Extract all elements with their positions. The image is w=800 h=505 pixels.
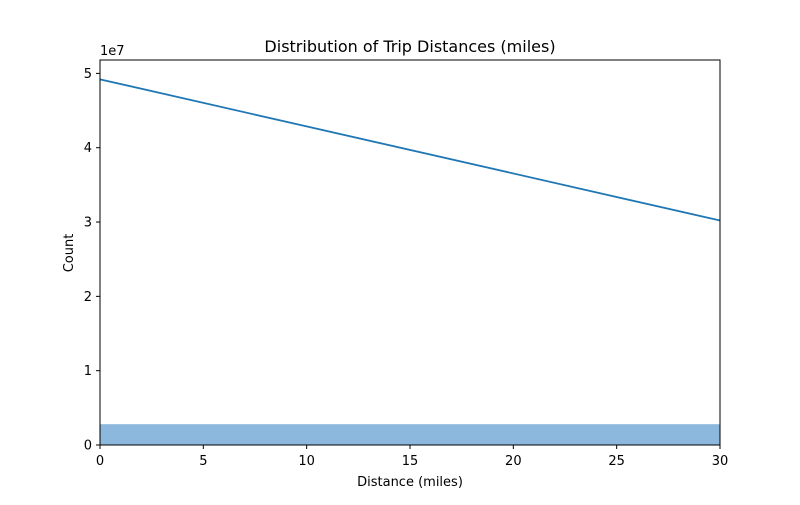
y-tick-label: 5 [84, 67, 92, 82]
y-tick-label: 3 [84, 216, 92, 231]
x-axis-ticks: 0 5 10 15 20 25 30 [96, 445, 728, 469]
plot-frame [99, 59, 721, 446]
x-tick-label: 25 [608, 454, 625, 469]
histogram-bar-0 [100, 424, 720, 445]
y-tick-label: 2 [84, 290, 92, 305]
x-axis-label: Distance (miles) [357, 475, 463, 490]
chart-title: Distribution of Trip Distances (miles) [264, 37, 555, 56]
y-axis-ticks: 0 1 2 3 4 5 [84, 67, 100, 454]
x-tick-label: 10 [298, 454, 315, 469]
x-tick-label: 15 [402, 454, 419, 469]
y-tick-label: 1 [84, 364, 92, 379]
x-tick-label: 30 [712, 454, 729, 469]
y-tick-label: 0 [84, 439, 92, 454]
y-tick-label: 4 [84, 141, 92, 156]
y-offset-label: 1e7 [100, 44, 125, 59]
y-axis-label: Count [62, 234, 77, 273]
x-tick-label: 5 [199, 454, 207, 469]
plot-area [99, 59, 721, 446]
x-tick-label: 0 [96, 454, 104, 469]
x-tick-label: 20 [505, 454, 522, 469]
kde-line [99, 78, 721, 222]
